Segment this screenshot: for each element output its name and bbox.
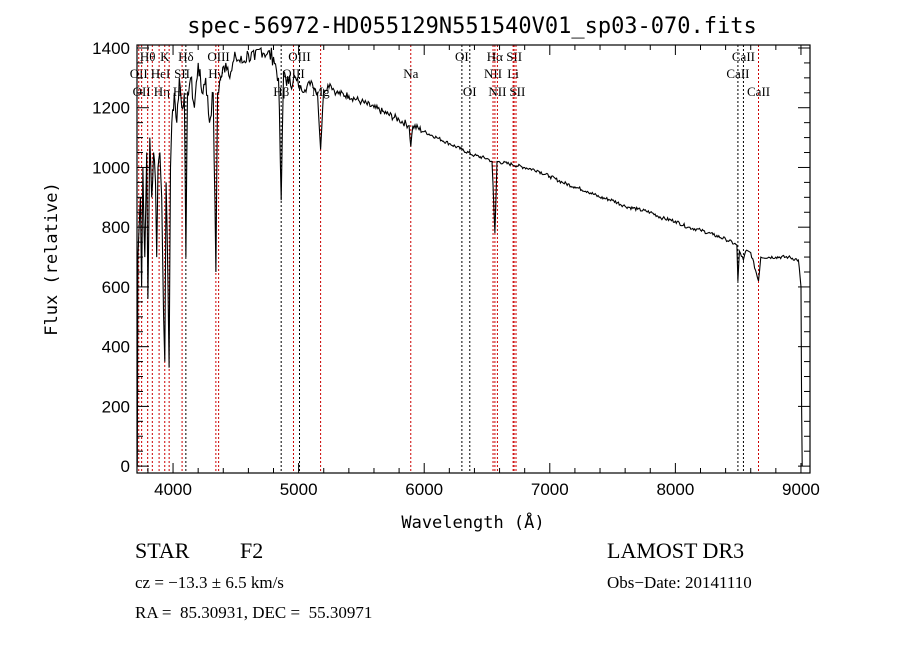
- axes: 4000 5000 6000 7000 8000 9000 0 200 400 600 800 100…: [92, 39, 820, 499]
- spectral-line-label: SII: [509, 84, 525, 99]
- plot-frame: [136, 44, 811, 474]
- spectral-line-label: OI: [455, 49, 469, 64]
- y-tick-label: 800: [102, 218, 130, 237]
- spectral-line-label: K: [160, 49, 170, 64]
- y-tick-label: 1000: [92, 158, 130, 177]
- spectral-line-label: Hβ: [273, 84, 289, 99]
- spectral-line-label: CaII: [732, 49, 755, 64]
- spectral-line-label: OIII: [288, 49, 310, 64]
- spectral-line-label: Hθ: [140, 49, 156, 64]
- spectral-line-label: Hα: [487, 49, 503, 64]
- spectral-line-label: Li: [507, 66, 519, 81]
- object-class: STAR: [135, 538, 190, 563]
- x-tick-label: 6000: [405, 480, 443, 499]
- x-tick-label: 5000: [280, 480, 318, 499]
- y-tick-label: 200: [102, 397, 130, 416]
- spectral-line-label: CaII: [726, 66, 749, 81]
- spectral-line-label: SII: [174, 66, 190, 81]
- y-tick-label: 0: [121, 457, 130, 476]
- spectral-line-label: Na: [403, 66, 418, 81]
- spectral-line-label: NII: [484, 66, 502, 81]
- spectrum-series: [136, 46, 803, 467]
- x-tick-label: 4000: [154, 480, 192, 499]
- spectral-line-label: CaII: [747, 84, 770, 99]
- spectral-line-label: OIII: [207, 49, 229, 64]
- obs-date: Obs−Date: 20141110: [607, 573, 752, 592]
- survey-label: LAMOST DR3: [607, 538, 745, 563]
- redshift-text: cz = −13.3 ± 6.5 km/s: [135, 573, 284, 592]
- subclass: F2: [240, 538, 264, 563]
- x-axis-label: Wavelength (Å): [401, 511, 544, 533]
- spectral-line-label: HeI: [151, 66, 171, 81]
- y-tick-label: 400: [102, 338, 130, 357]
- spectral-line-label: Hγ: [208, 66, 223, 81]
- spectral-line-label: SII: [506, 49, 522, 64]
- spectral-line-label: H: [173, 84, 182, 99]
- spectral-line-label: Hδ: [178, 49, 194, 64]
- y-tick-label: 1400: [92, 39, 130, 58]
- x-tick-label: 8000: [656, 480, 694, 499]
- coordinates: RA = 85.30931, DEC = 55.30971: [135, 603, 373, 622]
- spectral-lines: OIIOIIHθHηHeIKHSIIHδHγOIIIHβOIIIOIIIMgNa…: [130, 45, 770, 473]
- x-tick-label: 9000: [782, 480, 820, 499]
- x-tick-label: 7000: [531, 480, 569, 499]
- chart-title: spec-56972-HD055129N551540V01_sp03-070.f…: [187, 14, 757, 39]
- spectral-line-label: OII: [130, 66, 148, 81]
- y-tick-label: 1200: [92, 99, 130, 118]
- spectral-line-label: Mg: [312, 84, 331, 99]
- y-tick-label: 600: [102, 278, 130, 297]
- spectral-line-label: Hη: [154, 84, 170, 99]
- y-axis-label: Flux (relative): [42, 182, 62, 336]
- spectral-line-label: NII: [488, 84, 506, 99]
- spectral-line-label: OI: [463, 84, 477, 99]
- spectrum-line: [136, 46, 803, 467]
